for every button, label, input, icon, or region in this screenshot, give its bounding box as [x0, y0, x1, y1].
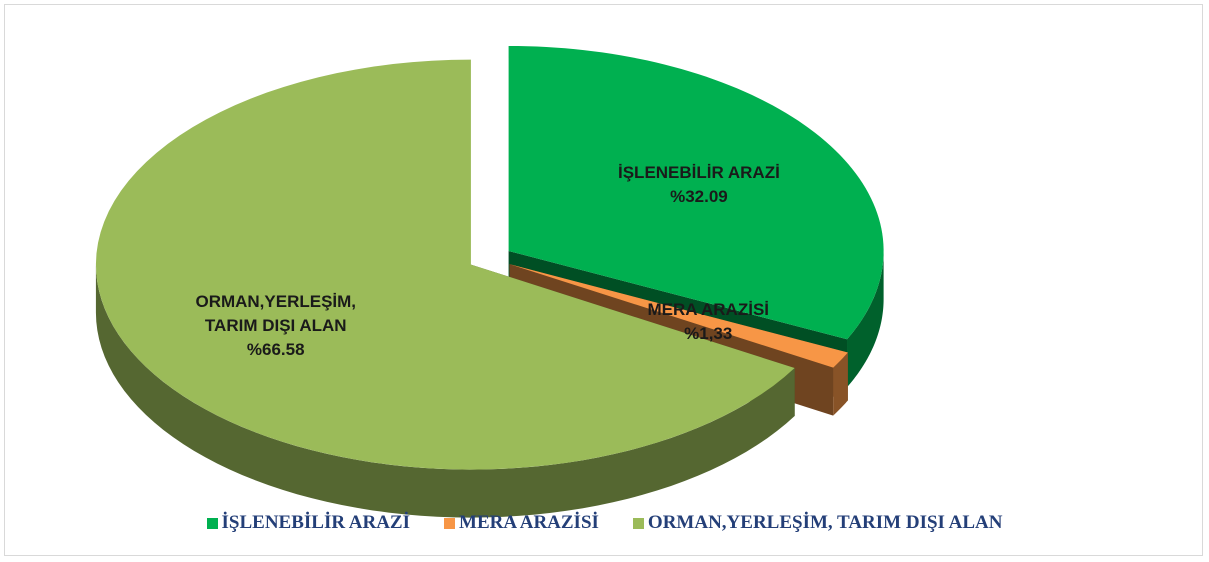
- legend-swatch: [206, 517, 218, 529]
- legend-item: İŞLENEBİLİR ARAZİ: [206, 512, 411, 534]
- legend-label: MERA ARAZİSİ: [459, 512, 599, 533]
- slice-side-wall: [833, 352, 848, 416]
- legend-label: İŞLENEBİLİR ARAZİ: [221, 512, 411, 533]
- legend-swatch: [444, 517, 456, 529]
- slice: [95, 59, 795, 470]
- slice-category-label: İŞLENEBİLİR ARAZİ: [618, 163, 780, 183]
- data-label: İŞLENEBİLİR ARAZİ %32.09: [594, 161, 804, 209]
- legend: İŞLENEBİLİR ARAZİ MERA ARAZİSİ ORMAN,YERLE…: [0, 512, 1209, 534]
- legend-item: MERA ARAZİSİ: [444, 512, 599, 534]
- data-label: ORMAN,YERLEŞİM, TARIM DIŞI ALAN %66.58: [171, 290, 381, 362]
- slice-category-label: ORMAN,YERLEŞİM, TARIM DIŞI ALAN: [195, 291, 357, 335]
- legend-swatch: [632, 517, 644, 529]
- slice: [509, 264, 848, 368]
- legend-label: ORMAN,YERLEŞİM, TARIM DIŞI ALAN: [647, 512, 1003, 533]
- legend-item: ORMAN,YERLEŞİM, TARIM DIŞI ALAN: [632, 512, 1003, 534]
- slice-value-label: %66.58: [246, 339, 305, 359]
- slice-side-wall: [95, 264, 795, 518]
- data-label: MERA ARAZİSİ %1,33: [603, 298, 813, 346]
- chart-frame: [4, 4, 1203, 556]
- slice-value-label: %1,33: [684, 323, 733, 343]
- slice-category-label: MERA ARAZİSİ: [647, 299, 769, 319]
- slice: [508, 45, 884, 340]
- slice-side-wall: [847, 250, 884, 388]
- slice-value-label: %32.09: [670, 187, 728, 207]
